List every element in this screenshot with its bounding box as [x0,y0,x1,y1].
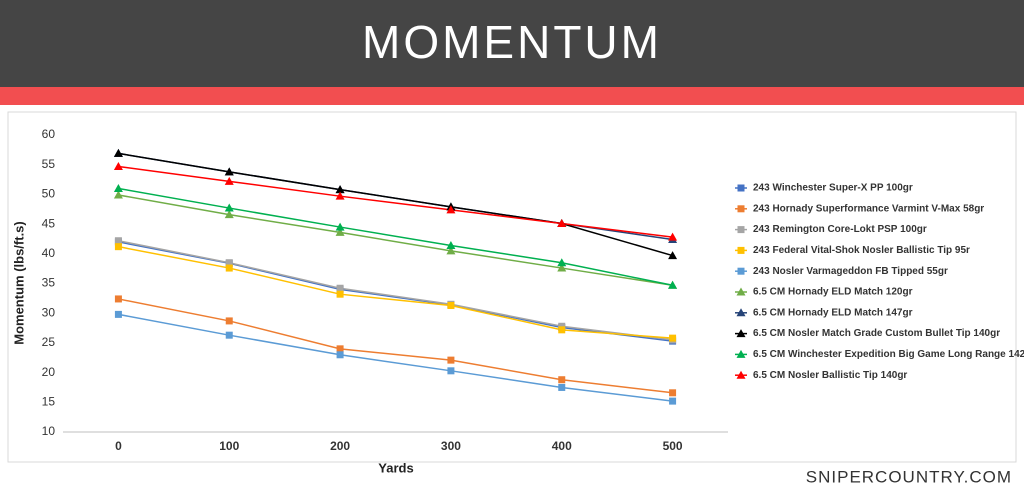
x-tick-label: 0 [115,439,122,453]
data-point [224,210,234,219]
data-point [668,251,678,260]
data-point [113,161,123,170]
y-tick-label: 15 [42,394,56,408]
data-point [447,301,455,309]
y-axis-title: Momentum (lbs/ft.s) [11,221,26,345]
data-point [336,284,344,292]
data-point [336,345,344,353]
y-tick-label: 25 [42,335,56,349]
chart-frame [7,111,1017,463]
data-point [113,183,123,192]
data-point [447,367,455,375]
legend-marker [736,329,746,338]
data-point [446,205,456,214]
series-line [118,239,673,341]
series-line [118,245,673,339]
data-point [225,317,233,325]
legend-marker [737,267,745,275]
legend-label: 243 Hornady Superformance Varmint V-Max … [753,203,984,214]
data-point [669,389,677,397]
y-tick-label: 45 [42,216,56,230]
y-tick-label: 60 [42,127,56,141]
data-point [558,326,566,334]
data-point [558,383,566,391]
footer-brand: SNIPERCOUNTRY.COM [806,467,1012,486]
data-point [557,258,567,267]
legend-marker [737,205,745,213]
data-point [225,259,233,267]
legend-marker [737,246,745,254]
x-tick-label: 100 [219,439,239,453]
data-point [335,185,345,194]
data-point [224,176,234,185]
data-point [336,351,344,359]
series-line [118,194,673,287]
data-point [224,203,234,212]
y-tick-label: 55 [42,157,56,171]
data-point [558,322,566,330]
y-tick-label: 40 [42,246,56,260]
data-point [225,264,233,272]
data-point [446,246,456,255]
legend-label: 6.5 CM Nosler Ballistic Tip 140gr [753,370,907,381]
data-point [668,232,678,241]
y-tick-label: 20 [42,365,56,379]
legend-label: 243 Nosler Varmageddon FB Tipped 55gr [753,266,948,277]
data-point [447,356,455,364]
y-tick-label: 10 [42,424,56,438]
legend-marker [736,287,746,296]
accent-band [0,87,1024,105]
data-point [335,222,345,231]
data-point [336,290,344,298]
x-tick-label: 300 [441,439,461,453]
y-tick-label: 35 [42,276,56,290]
chart-title: MOMENTUM [362,16,662,68]
x-tick-label: 200 [330,439,350,453]
data-point [114,243,122,251]
series-line [118,313,673,402]
data-point [669,334,677,342]
data-point [669,397,677,405]
y-tick-label: 50 [42,187,56,201]
legend-marker [737,226,745,234]
series-line [118,152,673,257]
data-point [113,190,123,199]
data-point [668,280,678,289]
legend-label: 6.5 CM Winchester Expedition Big Game Lo… [753,349,1024,360]
data-point [114,295,122,303]
legend-label: 243 Remington Core-Lokt PSP 100gr [753,224,927,235]
data-point [557,219,567,228]
legend-marker [736,349,746,358]
data-point [335,227,345,236]
series-line [118,298,673,394]
data-point [446,240,456,249]
x-axis-title: Yards [378,460,413,475]
data-point [224,167,234,176]
legend-label: 243 Winchester Super-X PP 100gr [753,183,913,194]
data-point [114,237,122,245]
series-line [118,165,673,238]
legend-label: 6.5 CM Nosler Match Grade Custom Bullet … [753,328,1000,339]
legend-marker [736,370,746,379]
data-point [114,310,122,318]
legend-marker [737,184,745,192]
header-band [0,0,1024,87]
x-tick-label: 500 [663,439,683,453]
legend-marker [736,308,746,317]
data-point [557,263,567,272]
legend-label: 6.5 CM Hornady ELD Match 120gr [753,287,913,298]
data-point [335,191,345,200]
series-line [118,187,673,287]
data-point [225,331,233,339]
legend-label: 6.5 CM Hornady ELD Match 147gr [753,307,913,318]
data-point [558,376,566,384]
x-tick-label: 400 [552,439,572,453]
y-tick-label: 30 [42,305,56,319]
data-point [113,148,123,157]
legend-label: 243 Federal Vital-Shok Nosler Ballistic … [753,245,970,256]
